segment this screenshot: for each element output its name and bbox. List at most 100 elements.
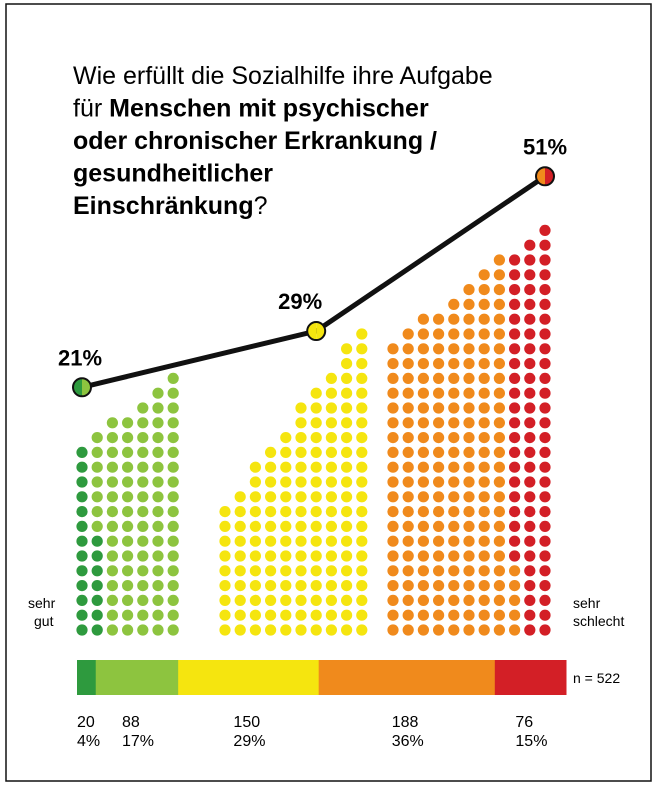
- dot: [76, 565, 88, 577]
- dot: [341, 491, 353, 503]
- dot: [448, 535, 460, 547]
- dot: [152, 446, 164, 458]
- dot: [508, 520, 521, 533]
- dot: [478, 298, 490, 310]
- dot: [280, 565, 292, 577]
- dot: [433, 387, 445, 399]
- dot: [387, 520, 399, 533]
- dot: [402, 491, 414, 503]
- dot: [539, 358, 551, 370]
- dot: [152, 461, 164, 473]
- dot: [295, 580, 307, 592]
- dot: [341, 446, 353, 458]
- dot: [417, 417, 429, 429]
- dot: [295, 446, 307, 458]
- dot: [463, 343, 475, 355]
- dot: [463, 609, 475, 621]
- dot: [152, 609, 164, 621]
- dot: [265, 550, 277, 562]
- dot: [478, 417, 490, 429]
- dot: [402, 550, 414, 562]
- dot: [433, 446, 445, 458]
- dot: [433, 372, 445, 384]
- dot: [493, 417, 505, 429]
- dot: [356, 476, 368, 488]
- dot: [265, 609, 277, 621]
- dot: [76, 609, 88, 621]
- dot: [524, 402, 536, 414]
- dot: [106, 446, 118, 458]
- dot: [152, 387, 164, 399]
- dot: [478, 550, 490, 562]
- dot: [402, 580, 414, 592]
- dot: [295, 461, 307, 473]
- dot: [234, 594, 246, 607]
- dot: [219, 520, 231, 533]
- dot: [137, 476, 149, 488]
- dot: [478, 328, 490, 340]
- dot: [387, 580, 399, 592]
- dot: [310, 476, 322, 488]
- dot: [310, 624, 322, 636]
- dot: [91, 594, 103, 607]
- dot: [433, 358, 445, 370]
- dot: [356, 535, 368, 547]
- dot: [463, 328, 475, 340]
- dot: [508, 506, 521, 518]
- dot: [234, 491, 246, 503]
- dot: [417, 609, 429, 621]
- dot: [478, 565, 490, 577]
- dot: [417, 358, 429, 370]
- dot: [341, 402, 353, 414]
- dot: [417, 565, 429, 577]
- dot: [539, 343, 551, 355]
- dot: [106, 476, 118, 488]
- dot: [463, 417, 475, 429]
- dot: [387, 506, 399, 518]
- dot: [137, 491, 149, 503]
- percent-label: 17%: [122, 733, 154, 750]
- dot: [463, 476, 475, 488]
- n-label: n = 522: [573, 670, 620, 686]
- dot: [387, 402, 399, 414]
- dot: [356, 609, 368, 621]
- dot: [402, 372, 414, 384]
- dot: [295, 535, 307, 547]
- dot: [122, 432, 134, 444]
- dot: [137, 535, 149, 547]
- title-segment: gesundheitlicher: [73, 160, 273, 188]
- dot: [478, 446, 490, 458]
- dot: [341, 609, 353, 621]
- dot: [433, 520, 445, 533]
- dot: [137, 432, 149, 444]
- dot: [463, 565, 475, 577]
- dot: [508, 284, 521, 296]
- dot: [249, 461, 261, 473]
- dot: [508, 254, 521, 266]
- dot: [122, 476, 134, 488]
- dot: [167, 387, 179, 399]
- dot: [539, 565, 551, 577]
- dot: [387, 343, 399, 355]
- dot: [478, 358, 490, 370]
- dot: [417, 432, 429, 444]
- dot: [76, 624, 88, 636]
- dot: [448, 298, 460, 310]
- dot: [356, 506, 368, 518]
- dot: [76, 580, 88, 592]
- dot: [508, 476, 521, 488]
- dot: [341, 461, 353, 473]
- dot: [91, 476, 103, 488]
- group-label: 29%: [278, 289, 322, 314]
- count-label: 76: [515, 714, 533, 731]
- dot: [417, 520, 429, 533]
- dot: [167, 565, 179, 577]
- dot: [524, 298, 536, 310]
- dot: [387, 535, 399, 547]
- dot: [433, 313, 445, 325]
- dot: [508, 565, 521, 577]
- right-label: sehr: [573, 595, 601, 611]
- dot: [539, 269, 551, 281]
- percent-label: 4%: [77, 733, 100, 750]
- dot: [122, 594, 134, 607]
